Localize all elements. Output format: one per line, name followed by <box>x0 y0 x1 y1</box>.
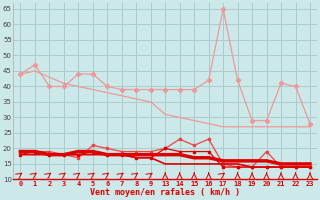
X-axis label: Vent moyen/en rafales ( km/h ): Vent moyen/en rafales ( km/h ) <box>90 188 240 197</box>
